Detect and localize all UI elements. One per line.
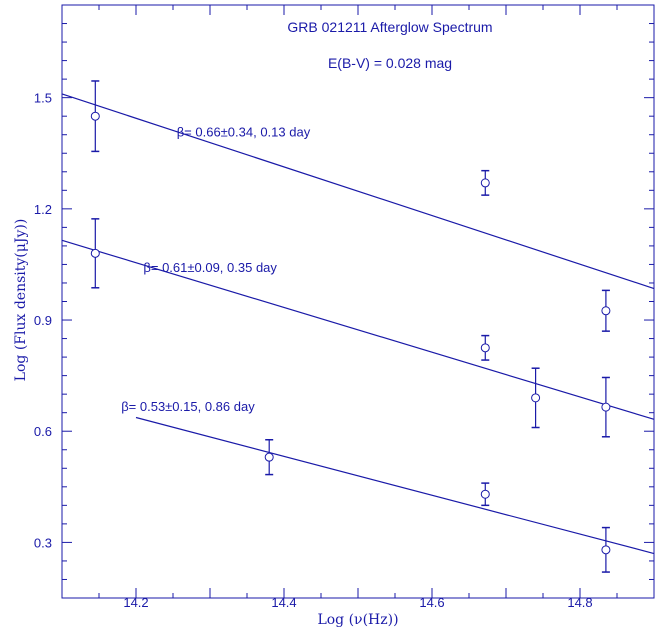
x-tick-label: 14.8 bbox=[567, 595, 592, 610]
x-tick-label: 14.6 bbox=[419, 595, 444, 610]
fit-label: β= 0.53±0.15, 0.86 day bbox=[121, 399, 255, 414]
data-point bbox=[531, 393, 541, 403]
chart-title: GRB 021211 Afterglow Spectrum bbox=[287, 19, 492, 35]
y-tick-label: 0.6 bbox=[34, 424, 52, 439]
chart-subtitle: E(B-V) = 0.028 mag bbox=[328, 55, 452, 71]
data-point bbox=[480, 343, 490, 353]
data-point bbox=[601, 545, 611, 555]
y-axis-label: Log (Flux density(μJy)) bbox=[13, 219, 29, 382]
data-points bbox=[90, 80, 611, 573]
x-axis-label: Log (ν(Hz)) bbox=[317, 612, 398, 628]
data-point bbox=[90, 248, 100, 258]
data-point bbox=[601, 402, 611, 412]
fit-label: β= 0.61±0.09, 0.35 day bbox=[143, 260, 277, 275]
fit-line bbox=[61, 239, 655, 420]
data-point bbox=[601, 306, 611, 316]
data-point bbox=[480, 489, 490, 499]
x-tick-label: 14.4 bbox=[271, 595, 296, 610]
data-point bbox=[90, 111, 100, 121]
annotations: β= 0.66±0.34, 0.13 day β= 0.61±0.09, 0.35… bbox=[121, 125, 311, 414]
data-point bbox=[480, 178, 490, 188]
y-tick-label: 1.5 bbox=[34, 91, 52, 106]
data-point bbox=[264, 452, 274, 462]
y-tick-label: 0.3 bbox=[34, 535, 52, 550]
fit-lines bbox=[61, 93, 655, 555]
y-tick-label: 1.2 bbox=[34, 202, 52, 217]
axis-ticks: 14.2 14.4 14.6 14.8 0.3 0.6 0.9 1.2 1.5 bbox=[34, 4, 655, 610]
fit-line bbox=[135, 416, 655, 555]
x-tick-label: 14.2 bbox=[123, 595, 148, 610]
fit-line bbox=[61, 93, 655, 290]
y-tick-label: 0.9 bbox=[34, 313, 52, 328]
fit-label: β= 0.66±0.34, 0.13 day bbox=[177, 125, 311, 140]
plot-frame bbox=[61, 4, 655, 599]
